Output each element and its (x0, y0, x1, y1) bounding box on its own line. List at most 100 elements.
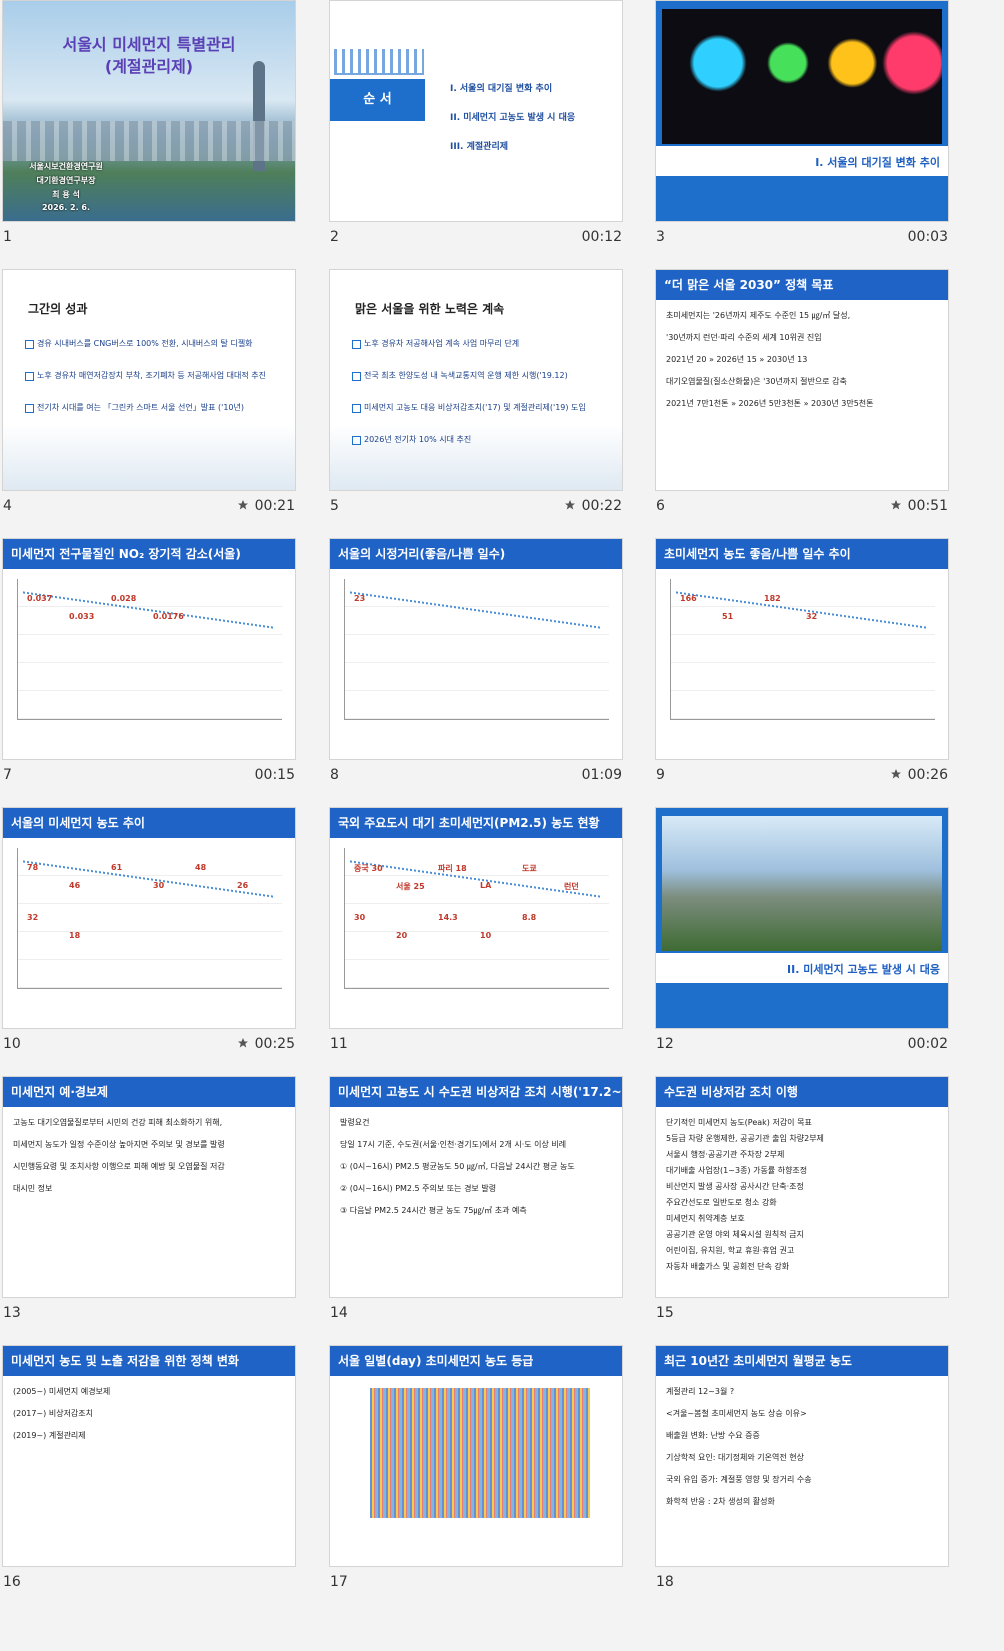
toc-item: III. 계절관리제 (450, 142, 508, 152)
slide-title: 미세먼지 전구물질인 NO₂ 장기적 감소(서울) (3, 539, 295, 569)
bullet-item: 어린이집, 유치원, 학교 휴원·휴업 권고 (666, 1246, 795, 1255)
check-icon (352, 340, 361, 349)
slide-thumbnail[interactable]: 초미세먼지 농도 좋음/나쁨 일수 추이 166 51 182 32 (656, 539, 948, 759)
slide-footer: 16 (3, 1574, 295, 1592)
slide-title: 수도권 비상저감 조치 이행 (656, 1077, 948, 1107)
bullet-item: ② (0시~16시) PM2.5 주의보 또는 경보 발령 (340, 1184, 497, 1193)
slide-thumbnail[interactable]: 맑은 서울을 위한 노력은 계속 노후 경유차 저공해사업 계속 사업 마무리 단… (330, 270, 622, 490)
animation-icon (237, 499, 249, 515)
slide-timing: 01:09 (581, 767, 622, 783)
slide-number: 1 (3, 229, 12, 245)
bullet-item: 배출원 변화: 난방 수요 증증 (666, 1431, 760, 1440)
slide-thumbnail[interactable]: 서울 일별(day) 초미세먼지 농도 등급 (330, 1346, 622, 1566)
chart-area (17, 848, 282, 989)
toc-label: 순 서 (330, 79, 425, 121)
chart-label: LA (480, 881, 492, 890)
bullet-item: (2017~) 비상저감조치 (13, 1409, 94, 1418)
slide-number: 11 (330, 1036, 348, 1052)
slide-thumbnail[interactable]: 국외 주요도시 대기 초미세먼지(PM2.5) 농도 현황 중국 30 서울 25 파… (330, 808, 622, 1028)
chart-label: 78 (27, 863, 39, 872)
slide-title: 초미세먼지 농도 좋음/나쁨 일수 추이 (656, 539, 948, 569)
slide-title: 국외 주요도시 대기 초미세먼지(PM2.5) 농도 현황 (330, 808, 622, 838)
photo (662, 816, 942, 951)
slide-number: 9 (656, 767, 665, 783)
chart-label: 18 (69, 931, 81, 940)
animation-icon (890, 499, 902, 515)
slide-number: 3 (656, 229, 665, 245)
slide-footer: 5 00:22 (330, 498, 622, 516)
chart-area (670, 579, 935, 720)
chart-label: 23 (354, 594, 366, 603)
skyline-icon (334, 49, 424, 75)
check-icon (25, 372, 34, 381)
chart-label: 46 (69, 881, 81, 890)
check-icon (352, 404, 361, 413)
slide-footer: 11 (330, 1036, 622, 1054)
slide-thumbnail[interactable]: 미세먼지 예·경보제 고농도 대기오염물질로부터 시민의 건강 피해 최소화하기 … (3, 1077, 295, 1297)
section-title: II. 미세먼지 고농도 발생 시 대응 (787, 963, 940, 976)
slide-number: 15 (656, 1305, 674, 1321)
bullet-item: 당일 17시 기준, 수도권(서울·인천·경기도)에서 2개 시·도 이상 비례 (340, 1140, 567, 1149)
slide-thumbnail[interactable]: 서울의 시정거리(좋음/나쁨 일수) 23 (330, 539, 622, 759)
slide-thumbnail[interactable]: 미세먼지 농도 및 노출 저감을 위한 정책 변화 (2005~) 미세먼지 예경… (3, 1346, 295, 1566)
bullet-item: 2026년 전기차 10% 시대 추진 (364, 435, 472, 444)
slide-footer: 12 00:02 (656, 1036, 948, 1054)
photo (662, 9, 942, 144)
chart-label: 30 (354, 913, 366, 922)
slide-title: 미세먼지 고농도 시 수도권 비상저감 조치 시행('17.2~) (330, 1077, 622, 1107)
bullet-item: 기상학적 요인: 대기정체와 기온역전 현상 (666, 1453, 804, 1462)
bullet-item: 노후 경유차 매연저감장치 부착, 조기폐차 등 저공해사업 대대적 추진 (37, 371, 266, 380)
slide-footer: 6 00:51 (656, 498, 948, 516)
toc-item: I. 서울의 대기질 변화 추이 (450, 84, 553, 94)
presenter-line: 최 용 석 (52, 190, 80, 199)
slide-number: 16 (3, 1574, 21, 1590)
slide-timing: 00:26 (907, 767, 948, 783)
slide-thumbnail[interactable]: 미세먼지 고농도 시 수도권 비상저감 조치 시행('17.2~) 발령요건 당일 … (330, 1077, 622, 1297)
slide-subtitle: (계절관리제) (104, 57, 194, 76)
bullet-item: 초미세먼지는 '26년까지 제주도 수준인 15 ㎍/㎥ 달성, (666, 311, 851, 320)
chart-label: 파리 18 (438, 864, 467, 873)
slide-timing: 00:12 (581, 229, 622, 245)
slide-footer: 18 (656, 1574, 948, 1592)
slide-thumbnail[interactable]: 그간의 성과 경유 시내버스를 CNG버스로 100% 전환, 시내버스의 탈 디… (3, 270, 295, 490)
slide-thumbnail[interactable]: II. 미세먼지 고농도 발생 시 대응 (656, 808, 948, 1028)
slide-timing: 00:15 (254, 767, 295, 783)
slide-number: 2 (330, 229, 339, 245)
slide-number: 7 (3, 767, 12, 783)
bullet-item: 5등급 차량 운행제한, 공공기관 출입 차량2부제 (666, 1134, 824, 1143)
slide-thumbnail[interactable]: 서울의 미세먼지 농도 추이 78 46 61 30 48 26 32 18 (3, 808, 295, 1028)
chart-label: 20 (396, 931, 408, 940)
slide-footer: 2 00:12 (330, 229, 622, 247)
slide-thumbnail[interactable]: 최근 10년간 초미세먼지 월평균 농도 계절관리 12~3월 ? <겨울~봄철 초… (656, 1346, 948, 1566)
slide-thumbnail[interactable]: 수도권 비상저감 조치 이행 단기적인 미세먼지 농도(Peak) 저감이 목표 5… (656, 1077, 948, 1297)
bullet-item: 2021년 20 » 2026년 15 » 2030년 13 (666, 355, 808, 364)
slide-thumbnail[interactable]: 미세먼지 전구물질인 NO₂ 장기적 감소(서울) 0.037 0.033 0.028… (3, 539, 295, 759)
slide-thumbnail[interactable]: 서울시 미세먼지 특별관리 (계절관리제) 서울시보건환경연구원 대기환경연구부장 최 … (3, 1, 295, 221)
section-title: I. 서울의 대기질 변화 추이 (815, 156, 940, 169)
bullet-item: 시민행동요령 및 조치사항 이행으로 피해 예방 및 오염물질 저감 (13, 1162, 225, 1171)
slide-thumbnail[interactable]: 순 서 I. 서울의 대기질 변화 추이 II. 미세먼지 고농도 발생 시 대응 I… (330, 1, 622, 221)
chart-label: 서울 25 (396, 882, 425, 891)
slide-number: 18 (656, 1574, 674, 1590)
chart-label: 26 (237, 881, 249, 890)
chart-label: 51 (722, 612, 734, 621)
chart-area (344, 848, 609, 989)
slide-timing: 00:22 (581, 498, 622, 514)
chart-label: 32 (27, 913, 39, 922)
slide-footer: 8 01:09 (330, 767, 622, 785)
slide-title: 서울의 미세먼지 농도 추이 (3, 808, 295, 838)
bullet-item: 고농도 대기오염물질로부터 시민의 건강 피해 최소화하기 위해, (13, 1118, 223, 1127)
bullet-item: 서울시 행정·공공기관 주차장 2부제 (666, 1150, 785, 1159)
slide-number: 4 (3, 498, 12, 514)
bullet-item: ③ 다음날 PM2.5 24시간 평균 농도 75㎍/㎥ 초과 예측 (340, 1206, 527, 1215)
bullet-item: 경유 시내버스를 CNG버스로 100% 전환, 시내버스의 탈 디젤화 (37, 339, 253, 348)
slide-thumbnail[interactable]: I. 서울의 대기질 변화 추이 (656, 1, 948, 221)
chart-label: 30 (153, 881, 165, 890)
slide-title: 맑은 서울을 위한 노력은 계속 (355, 302, 505, 316)
slide-title: “더 맑은 서울 2030” 정책 목표 (656, 270, 948, 300)
slide-footer: 9 00:26 (656, 767, 948, 785)
bullet-item: 국외 유입 증가: 계절풍 영향 및 장거리 수송 (666, 1475, 812, 1484)
presenter-line: 대기환경연구부장 (36, 176, 96, 185)
